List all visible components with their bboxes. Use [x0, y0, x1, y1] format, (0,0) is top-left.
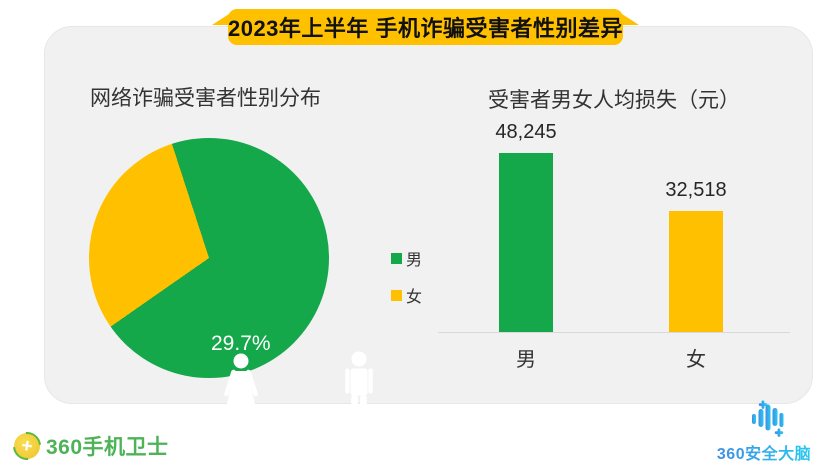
x-axis-line: [438, 332, 790, 333]
bar-column: 48,245 男: [495, 121, 556, 371]
logo-360-security-brain: 360安全大脑: [698, 400, 830, 464]
pie-chart-title: 网络诈骗受害者性别分布: [90, 87, 321, 110]
bar-value-male: 48,245: [495, 121, 557, 143]
legend-item-male: 男: [391, 246, 422, 270]
legend-item-female: 女: [391, 283, 422, 307]
soundwave-brain-icon: [752, 400, 784, 437]
pie-legend: 男 女: [391, 246, 422, 307]
male-swatch: [391, 252, 402, 264]
female-icon: [224, 353, 258, 433]
page-title: 2023年上半年 手机诈骗受害者性别差异: [227, 16, 624, 41]
legend-label-female: 女: [406, 289, 423, 306]
logo-360-mobile-guard: + 360手机卫士: [14, 431, 169, 461]
female-swatch: [391, 289, 402, 301]
male-icon: [345, 351, 373, 434]
shield-plus-icon: +: [14, 433, 40, 459]
pie-label-male: 70.3%: [315, 441, 375, 464]
bar: [499, 153, 553, 332]
legend-label-male: 男: [406, 252, 423, 269]
title-banner: 2023年上半年 手机诈骗受害者性别差异: [228, 9, 623, 45]
logo-right-label: 360安全大脑: [717, 440, 811, 464]
bar-value-female: 32,518: [665, 179, 727, 201]
bar-category-male: 男: [516, 349, 536, 371]
bar-category-female: 女: [686, 349, 706, 371]
bar-chart-title: 受害者男女人均损失（元）: [488, 89, 740, 112]
pie-label-female: 29.7%: [211, 332, 271, 355]
logo-left-label: 360手机卫士: [46, 436, 169, 459]
pie-chart: 29.7% 70.3%: [89, 138, 375, 464]
bar-column: 32,518 女: [665, 179, 726, 371]
bar: [669, 211, 723, 332]
